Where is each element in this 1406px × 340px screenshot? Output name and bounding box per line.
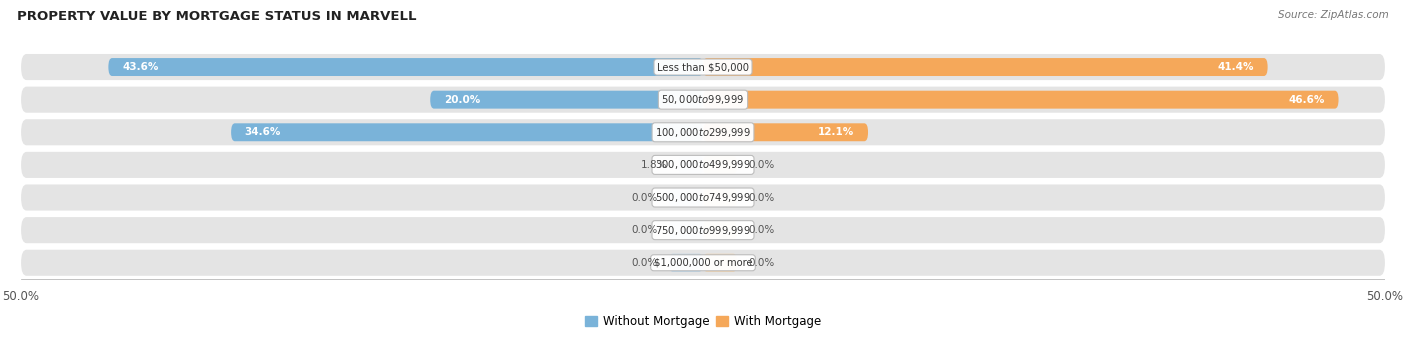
Text: 0.0%: 0.0% xyxy=(748,160,775,170)
Text: 41.4%: 41.4% xyxy=(1218,62,1254,72)
FancyBboxPatch shape xyxy=(669,189,703,206)
FancyBboxPatch shape xyxy=(703,156,737,174)
FancyBboxPatch shape xyxy=(108,58,703,76)
FancyBboxPatch shape xyxy=(703,189,737,206)
Text: 20.0%: 20.0% xyxy=(444,95,479,105)
Text: 0.0%: 0.0% xyxy=(748,192,775,203)
FancyBboxPatch shape xyxy=(231,123,703,141)
Text: $500,000 to $749,999: $500,000 to $749,999 xyxy=(655,191,751,204)
Text: 0.0%: 0.0% xyxy=(748,258,775,268)
FancyBboxPatch shape xyxy=(703,123,868,141)
Text: 1.8%: 1.8% xyxy=(641,160,668,170)
Text: $300,000 to $499,999: $300,000 to $499,999 xyxy=(655,158,751,171)
FancyBboxPatch shape xyxy=(21,152,1385,178)
Legend: Without Mortgage, With Mortgage: Without Mortgage, With Mortgage xyxy=(581,310,825,333)
Text: 0.0%: 0.0% xyxy=(748,225,775,235)
Text: 34.6%: 34.6% xyxy=(245,127,281,137)
FancyBboxPatch shape xyxy=(21,250,1385,276)
FancyBboxPatch shape xyxy=(21,54,1385,80)
Text: PROPERTY VALUE BY MORTGAGE STATUS IN MARVELL: PROPERTY VALUE BY MORTGAGE STATUS IN MAR… xyxy=(17,10,416,23)
Text: Source: ZipAtlas.com: Source: ZipAtlas.com xyxy=(1278,10,1389,20)
Text: $100,000 to $299,999: $100,000 to $299,999 xyxy=(655,126,751,139)
Text: 46.6%: 46.6% xyxy=(1288,95,1324,105)
Text: $50,000 to $99,999: $50,000 to $99,999 xyxy=(661,93,745,106)
FancyBboxPatch shape xyxy=(703,221,737,239)
FancyBboxPatch shape xyxy=(669,254,703,272)
FancyBboxPatch shape xyxy=(21,217,1385,243)
Text: $1,000,000 or more: $1,000,000 or more xyxy=(654,258,752,268)
Text: 0.0%: 0.0% xyxy=(631,192,658,203)
FancyBboxPatch shape xyxy=(703,91,1339,108)
FancyBboxPatch shape xyxy=(703,254,737,272)
FancyBboxPatch shape xyxy=(21,119,1385,145)
Text: 0.0%: 0.0% xyxy=(631,225,658,235)
Text: Less than $50,000: Less than $50,000 xyxy=(657,62,749,72)
Text: 0.0%: 0.0% xyxy=(631,258,658,268)
FancyBboxPatch shape xyxy=(679,156,703,174)
FancyBboxPatch shape xyxy=(21,185,1385,210)
FancyBboxPatch shape xyxy=(703,58,1268,76)
FancyBboxPatch shape xyxy=(669,221,703,239)
Text: 12.1%: 12.1% xyxy=(818,127,855,137)
Text: $750,000 to $999,999: $750,000 to $999,999 xyxy=(655,224,751,237)
FancyBboxPatch shape xyxy=(21,87,1385,113)
Text: 43.6%: 43.6% xyxy=(122,62,159,72)
FancyBboxPatch shape xyxy=(430,91,703,108)
